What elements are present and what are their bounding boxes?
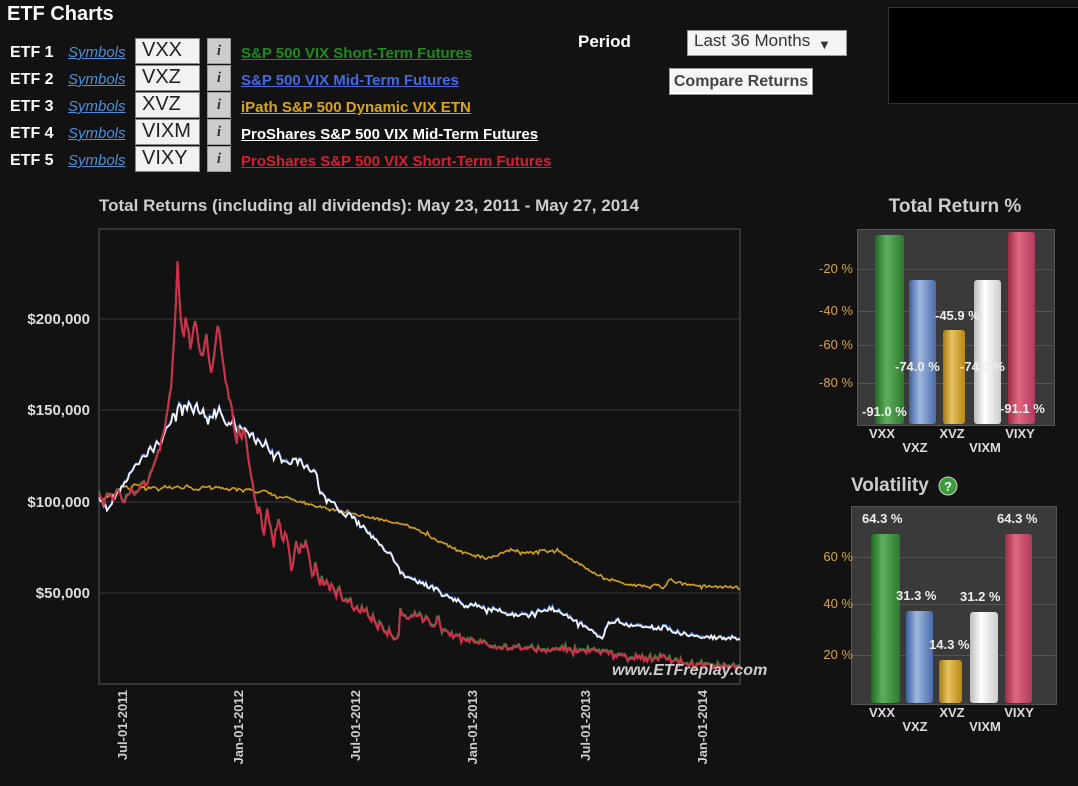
svg-text:?: ? — [944, 479, 952, 494]
